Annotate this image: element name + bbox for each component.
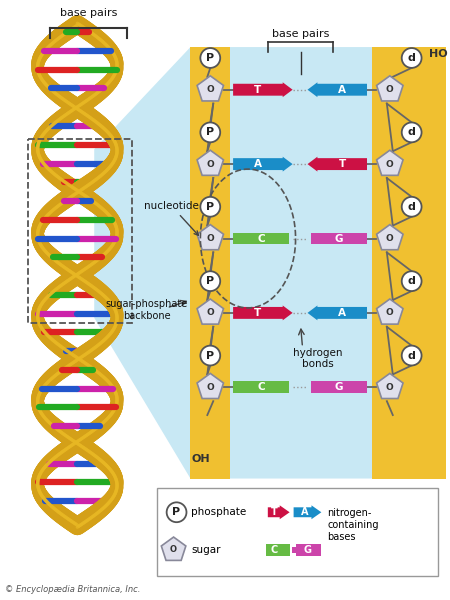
Polygon shape [377,150,403,175]
Text: C: C [270,545,277,555]
Circle shape [200,48,220,68]
Bar [311,382,367,393]
Text: T: T [270,507,277,517]
Text: HO: HO [428,49,447,59]
Text: © Encyclopædia Britannica, Inc.: © Encyclopædia Britannica, Inc. [5,585,140,594]
FancyArrow shape [233,82,292,97]
Polygon shape [161,537,186,560]
FancyArrow shape [307,82,367,97]
Text: phosphate: phosphate [191,507,247,517]
Text: O: O [386,234,394,243]
Bar [233,382,288,393]
Text: P: P [172,507,180,517]
Circle shape [200,197,220,217]
Circle shape [402,271,422,291]
Bar [266,544,290,556]
Text: base pairs: base pairs [272,29,329,39]
Polygon shape [190,47,230,479]
Text: A: A [338,308,346,318]
Text: O: O [386,160,394,169]
Text: P: P [206,202,214,212]
Bar [292,547,297,553]
Text: A: A [301,507,308,517]
FancyArrow shape [293,505,321,519]
Polygon shape [372,47,446,479]
FancyArrow shape [307,305,367,320]
Text: d: d [408,276,416,286]
Bar [233,233,288,244]
Polygon shape [94,47,446,479]
Circle shape [166,502,186,522]
Bar [28,139,132,323]
Text: OH: OH [191,454,210,464]
Polygon shape [197,224,224,250]
Text: P: P [206,53,214,63]
Text: P: P [206,276,214,286]
Text: O: O [207,383,214,392]
Text: G: G [303,545,311,555]
Text: C: C [257,382,265,392]
Text: nitrogen-
containing
bases: nitrogen- containing bases [327,508,379,542]
FancyArrow shape [233,157,292,172]
Text: O: O [207,85,214,94]
Text: G: G [335,233,343,244]
Text: O: O [170,545,177,554]
Text: base pairs: base pairs [59,8,117,18]
Polygon shape [377,224,403,250]
Text: O: O [386,383,394,392]
Circle shape [200,271,220,291]
Text: d: d [408,127,416,137]
Bar [157,488,438,576]
Text: nucleotide: nucleotide [144,201,199,235]
Circle shape [402,346,422,365]
Text: A: A [338,85,346,95]
Text: O: O [207,234,214,243]
FancyArrow shape [268,505,290,519]
Text: d: d [408,202,416,212]
Polygon shape [197,299,224,324]
Text: O: O [207,160,214,169]
Text: O: O [207,308,214,317]
FancyArrow shape [307,157,367,172]
Circle shape [200,122,220,142]
Text: d: d [408,350,416,361]
Text: O: O [386,308,394,317]
Text: P: P [206,350,214,361]
Polygon shape [377,373,403,398]
Text: C: C [257,233,265,244]
Polygon shape [377,76,403,101]
Text: hydrogen
bonds: hydrogen bonds [292,347,342,369]
Circle shape [402,122,422,142]
Circle shape [402,197,422,217]
Text: G: G [335,382,343,392]
Text: sugar-phosphate
backbone: sugar-phosphate backbone [106,299,188,321]
Circle shape [402,48,422,68]
Text: T: T [338,159,346,169]
Text: T: T [254,85,261,95]
Polygon shape [377,299,403,324]
Text: d: d [408,53,416,63]
Text: sugar: sugar [191,545,221,555]
Bar [311,233,367,244]
Polygon shape [197,150,224,175]
Polygon shape [197,76,224,101]
Polygon shape [197,373,224,398]
Text: P: P [206,127,214,137]
Circle shape [200,346,220,365]
Text: T: T [254,308,261,318]
Text: A: A [254,159,262,169]
Bar [296,544,321,556]
FancyArrow shape [233,305,292,320]
Text: O: O [386,85,394,94]
